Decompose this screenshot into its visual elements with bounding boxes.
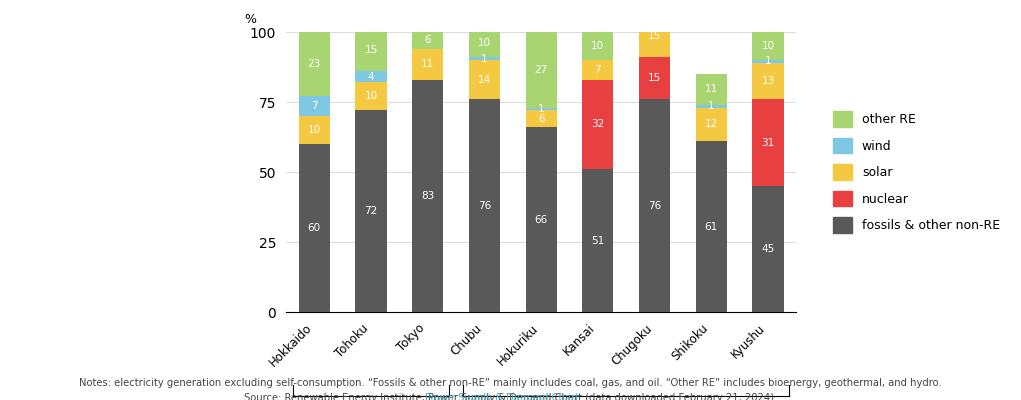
Text: 10: 10 xyxy=(307,125,321,135)
Bar xyxy=(582,80,614,169)
Bar xyxy=(299,96,330,116)
Bar xyxy=(299,32,330,96)
Text: 45: 45 xyxy=(762,244,775,254)
Bar xyxy=(752,63,784,99)
Text: 83: 83 xyxy=(421,191,434,201)
Text: Notes: electricity generation excluding self-consumption. “Fossils & other non-R: Notes: electricity generation excluding … xyxy=(79,378,942,388)
Text: 1: 1 xyxy=(538,104,544,114)
Bar xyxy=(582,32,614,60)
Text: 66: 66 xyxy=(535,214,547,225)
Bar xyxy=(582,169,614,312)
Text: 10: 10 xyxy=(478,38,491,48)
Bar xyxy=(639,15,670,57)
Text: 7: 7 xyxy=(311,101,318,111)
Bar xyxy=(639,12,670,15)
Bar xyxy=(299,144,330,312)
Text: 12: 12 xyxy=(704,119,718,129)
Text: 15: 15 xyxy=(648,31,662,41)
Text: 11: 11 xyxy=(704,84,718,94)
Text: 60: 60 xyxy=(307,223,321,233)
Text: 23: 23 xyxy=(307,59,321,69)
Text: 72: 72 xyxy=(364,206,378,216)
Bar xyxy=(526,32,556,108)
Text: 10: 10 xyxy=(762,41,775,51)
Bar xyxy=(752,186,784,312)
Text: 9: 9 xyxy=(651,0,658,5)
Bar xyxy=(355,110,387,312)
Bar xyxy=(469,99,500,312)
Text: 13: 13 xyxy=(762,76,775,86)
Bar xyxy=(469,29,500,57)
Text: 4: 4 xyxy=(368,72,375,82)
Text: 51: 51 xyxy=(591,236,604,246)
Text: 1: 1 xyxy=(708,101,715,111)
Text: 1: 1 xyxy=(765,56,771,66)
Text: 10: 10 xyxy=(364,91,378,101)
Text: 76: 76 xyxy=(648,201,662,210)
Bar xyxy=(355,71,387,82)
Bar xyxy=(299,116,330,144)
Bar xyxy=(469,57,500,60)
Text: 76: 76 xyxy=(478,201,491,210)
Bar xyxy=(469,60,500,99)
Text: 31: 31 xyxy=(762,138,775,148)
Text: 15: 15 xyxy=(364,45,378,55)
Text: 15: 15 xyxy=(648,73,662,83)
Y-axis label: %: % xyxy=(244,13,256,26)
Bar xyxy=(695,105,727,108)
Text: 27: 27 xyxy=(535,65,547,75)
Bar xyxy=(582,60,614,80)
Text: 10: 10 xyxy=(591,41,604,51)
Bar xyxy=(526,127,556,312)
Bar xyxy=(752,99,784,186)
Legend: other RE, wind, solar, nuclear, fossils & other non-RE: other RE, wind, solar, nuclear, fossils … xyxy=(828,106,1005,238)
Text: 11: 11 xyxy=(421,59,434,69)
Text: 1: 1 xyxy=(481,54,488,64)
Text: 6: 6 xyxy=(425,35,431,45)
Bar xyxy=(695,108,727,141)
Text: 61: 61 xyxy=(704,222,718,232)
Bar xyxy=(412,49,443,80)
Text: Power Supply & Demand Chart: Power Supply & Demand Chart xyxy=(425,393,579,400)
Bar xyxy=(639,0,670,12)
Bar xyxy=(752,32,784,60)
Bar xyxy=(355,29,387,71)
Text: 7: 7 xyxy=(594,65,601,75)
Bar xyxy=(355,82,387,110)
Bar xyxy=(695,74,727,105)
Text: Source: Renewable Energy Institute, Power Supply & Demand Chart (data downloaded: Source: Renewable Energy Institute, Powe… xyxy=(244,393,777,400)
Text: 32: 32 xyxy=(591,119,604,129)
Bar xyxy=(639,57,670,99)
Bar xyxy=(412,32,443,49)
Bar xyxy=(526,108,556,110)
Bar xyxy=(752,60,784,63)
Text: 14: 14 xyxy=(478,74,491,84)
Text: 6: 6 xyxy=(538,114,544,124)
Bar xyxy=(412,80,443,312)
Bar xyxy=(695,141,727,312)
Bar xyxy=(526,110,556,127)
Text: 1: 1 xyxy=(651,9,658,19)
Bar xyxy=(639,99,670,312)
